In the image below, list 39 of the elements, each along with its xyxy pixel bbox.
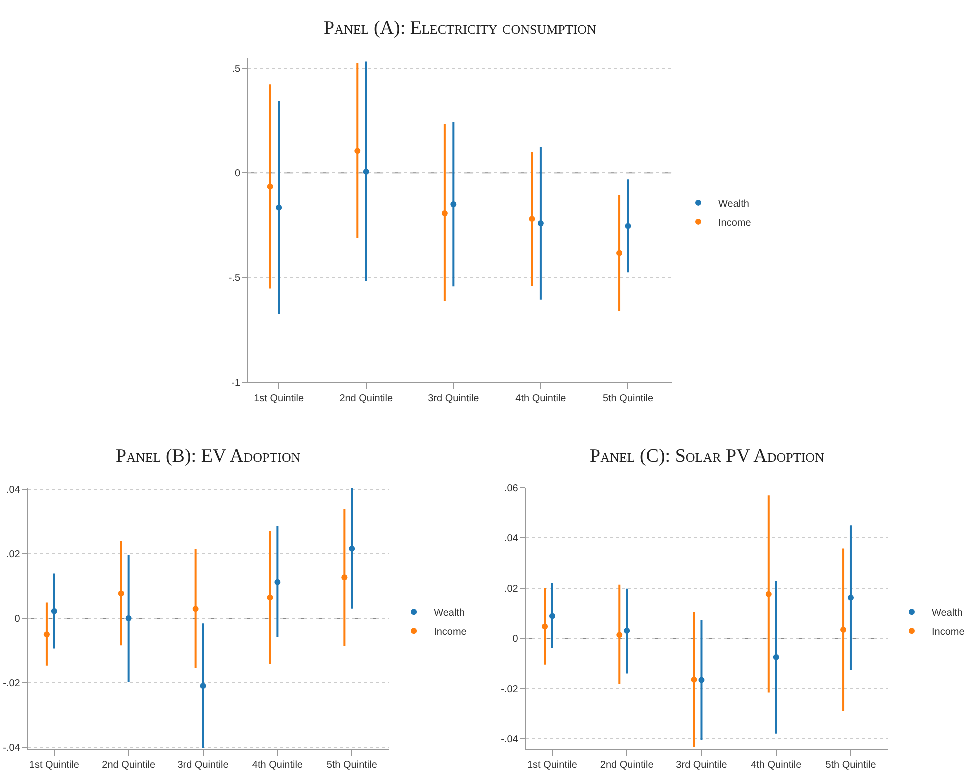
chart-title: Panel (B): EV Adoption — [116, 446, 302, 467]
x-tick-label: 3rd Quintile — [178, 760, 230, 771]
y-tick-label: .06 — [504, 484, 519, 495]
x-tick-label: 1st Quintile — [29, 760, 80, 771]
x-tick-label: 4th Quintile — [751, 760, 802, 771]
y-tick-label: .02 — [6, 550, 21, 561]
x-tick-label: 2nd Quintile — [600, 760, 654, 771]
x-tick-label: 3rd Quintile — [428, 393, 480, 404]
legend-label: Income — [434, 627, 468, 638]
legend-label: Wealth — [434, 608, 466, 619]
y-tick-label: -.04 — [501, 734, 519, 746]
chart-title: Panel (A): Electricity consumption — [324, 18, 598, 39]
y-tick-label: .5 — [232, 64, 241, 75]
y-tick-label: 0 — [14, 614, 21, 626]
legend-label: Wealth — [718, 198, 750, 210]
x-tick-label: 4th Quintile — [516, 393, 567, 404]
x-tick-label: 2nd Quintile — [340, 393, 394, 404]
x-tick-label: 3rd Quintile — [676, 760, 728, 771]
legend-label: Wealth — [932, 608, 963, 619]
x-tick-label: 1st Quintile — [254, 393, 305, 404]
y-tick-label: .04 — [504, 534, 519, 545]
x-tick-label: 4th Quintile — [252, 760, 304, 771]
chart-title: Panel (C): Solar PV Adoption — [590, 446, 826, 467]
legend-label: Income — [718, 218, 752, 229]
y-tick-label: 0 — [234, 168, 241, 180]
y-tick-label: .04 — [6, 485, 21, 496]
x-tick-label: 5th Quintile — [326, 760, 378, 771]
y-tick-label: 0 — [512, 634, 519, 646]
y-tick-label: -.02 — [501, 684, 519, 696]
y-tick-label: -.5 — [228, 273, 241, 284]
x-tick-label: 1st Quintile — [527, 760, 578, 771]
x-tick-label: 5th Quintile — [602, 393, 654, 404]
x-tick-label: 2nd Quintile — [102, 760, 156, 771]
y-tick-label: -1 — [232, 378, 241, 389]
y-tick-label: .02 — [504, 584, 519, 595]
y-tick-label: -.04 — [3, 742, 21, 754]
x-tick-label: 5th Quintile — [826, 760, 877, 771]
y-tick-label: -.02 — [3, 678, 21, 690]
legend-label: Income — [932, 627, 966, 638]
